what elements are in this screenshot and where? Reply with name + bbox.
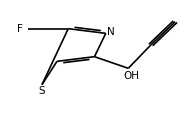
- Text: OH: OH: [123, 72, 139, 82]
- Text: F: F: [16, 24, 22, 34]
- Text: S: S: [39, 86, 45, 96]
- Text: N: N: [107, 27, 114, 37]
